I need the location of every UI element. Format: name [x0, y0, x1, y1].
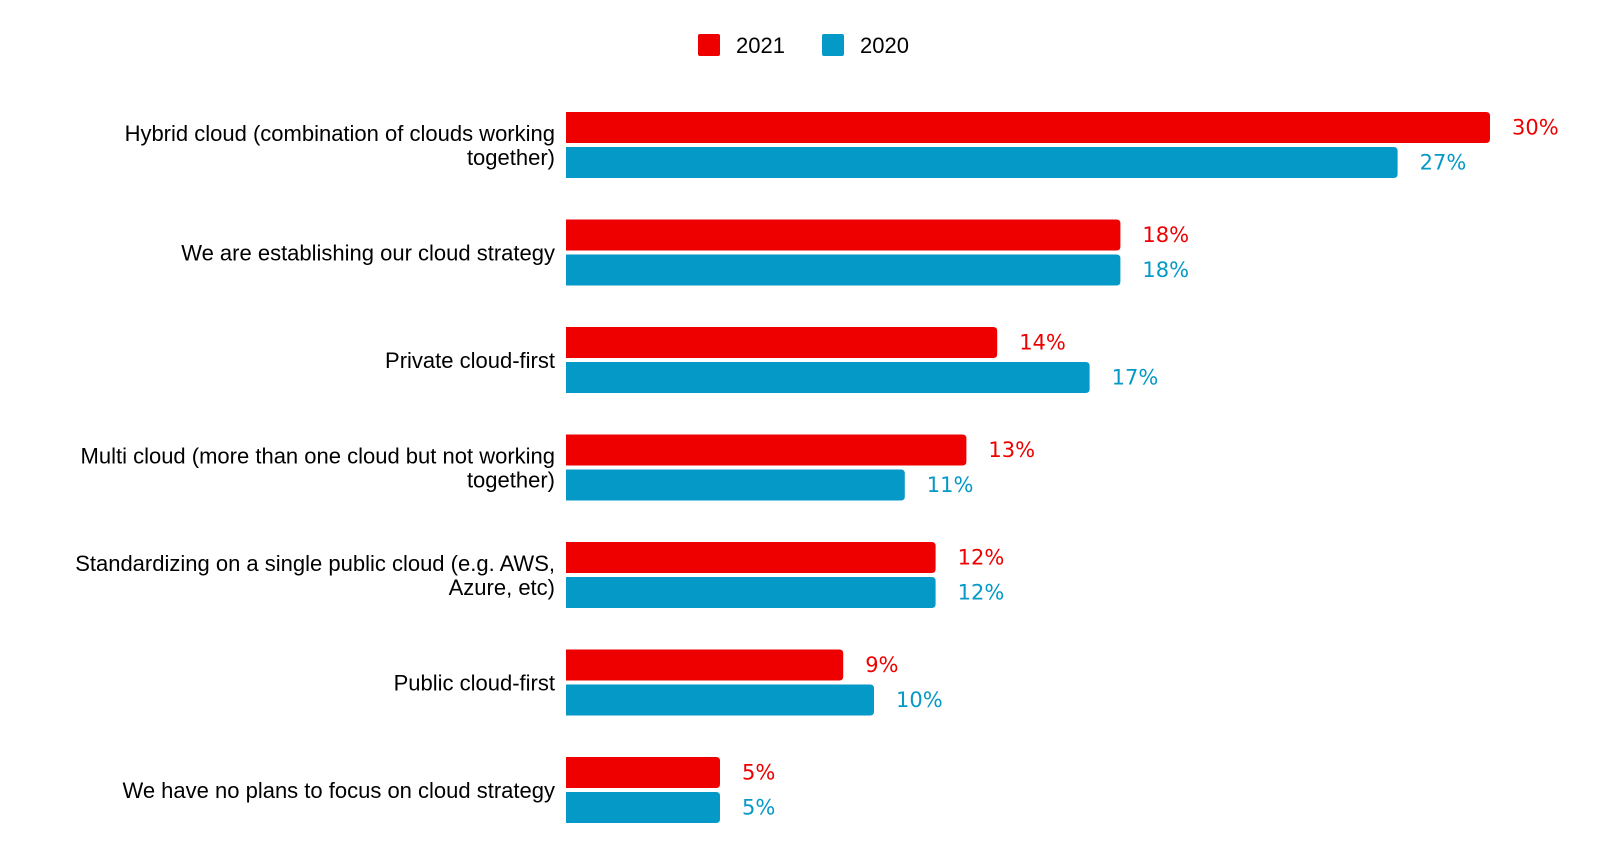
value-labels: 30% 27% 18% 18% 14% 17% 13% 11% 12% 12% 9% 10% 5% 5% [742, 116, 1559, 820]
category-label: Standardizing on a single public cloud (… [75, 551, 555, 576]
data-label-2021: 5% [742, 761, 775, 785]
category-label: Private cloud-first [385, 348, 555, 373]
legend-label-2020: 2020 [860, 33, 909, 58]
bar-2020 [566, 147, 1398, 178]
category-label: Azure, etc) [449, 575, 555, 600]
chart-legend: 2021 2020 [698, 33, 909, 58]
data-label-2020: 27% [1420, 151, 1467, 175]
bar-2021 [566, 327, 998, 358]
category-label: We have no plans to focus on cloud strat… [122, 778, 555, 803]
bars [566, 112, 1490, 823]
data-label-2021: 14% [1019, 331, 1066, 355]
legend-swatch-2021 [698, 34, 720, 56]
bar-2021 [566, 757, 720, 788]
bar-2020 [566, 684, 874, 716]
bar-2021 [566, 219, 1121, 251]
data-label-2020: 18% [1142, 258, 1189, 282]
bar-2021 [566, 112, 1490, 143]
category-labels: Hybrid cloud (combination of clouds work… [75, 121, 555, 803]
category-label: Public cloud-first [394, 671, 555, 696]
bar-2021 [566, 542, 936, 573]
legend-swatch-2020 [822, 34, 844, 56]
data-label-2021: 12% [958, 546, 1005, 570]
data-label-2020: 12% [958, 581, 1005, 605]
category-label: Hybrid cloud (combination of clouds work… [125, 121, 555, 146]
bar-2020 [566, 792, 720, 823]
bar-2020 [566, 362, 1090, 393]
legend-label-2021: 2021 [736, 33, 785, 58]
data-label-2020: 5% [742, 796, 775, 820]
data-label-2020: 17% [1112, 366, 1159, 390]
data-label-2021: 13% [988, 438, 1035, 462]
category-label: together) [467, 145, 555, 170]
category-label: We are establishing our cloud strategy [181, 241, 555, 266]
category-label: together) [467, 468, 555, 493]
bar-2021 [566, 434, 967, 466]
data-label-2020: 11% [927, 473, 974, 497]
bar-2020 [566, 469, 905, 501]
bar-2021 [566, 649, 844, 681]
data-label-2021: 9% [865, 653, 898, 677]
category-label: Multi cloud (more than one cloud but not… [81, 444, 555, 469]
data-label-2021: 30% [1512, 116, 1559, 140]
data-label-2020: 10% [896, 688, 943, 712]
bar-2020 [566, 254, 1121, 286]
data-label-2021: 18% [1142, 223, 1189, 247]
bar-2020 [566, 577, 936, 608]
